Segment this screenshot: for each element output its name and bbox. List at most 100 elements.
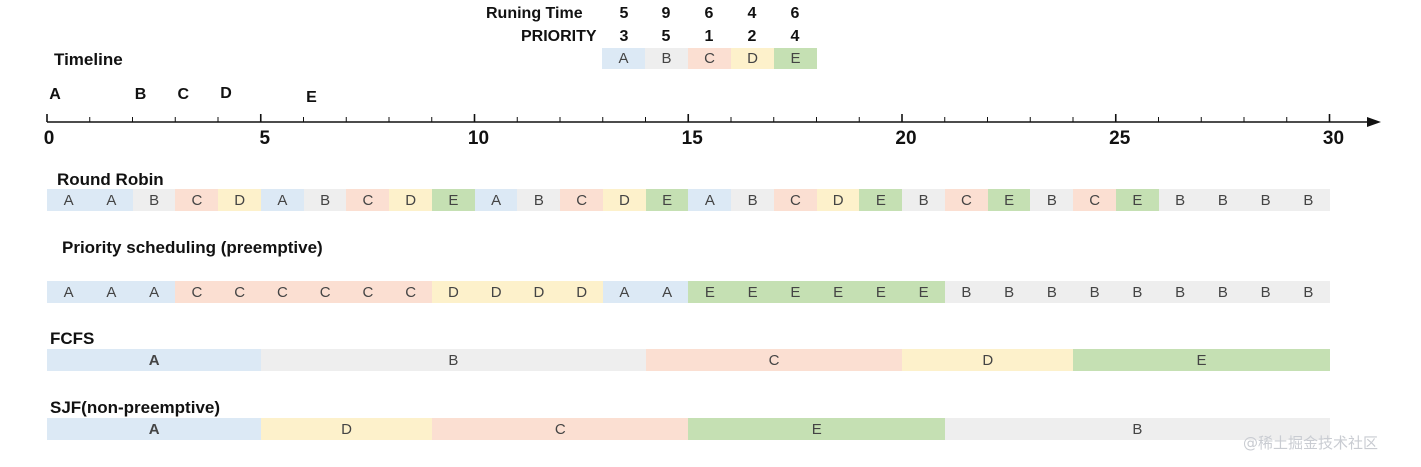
tick-label: 0 (43, 128, 55, 149)
running-time-value: 6 (704, 5, 714, 22)
slot-cell: E (688, 281, 732, 303)
slot-cell: E (773, 281, 817, 303)
process-legend-cell: D (731, 48, 774, 69)
running-time-value: 5 (619, 5, 629, 22)
arrival-label: B (134, 86, 147, 103)
slot-cell: B (1030, 281, 1074, 303)
running-time-value: 4 (747, 5, 757, 22)
segment-cell: D (902, 349, 1074, 371)
slot-cell: A (89, 189, 133, 211)
slot-cell: A (89, 281, 133, 303)
slot-cell: B (1073, 281, 1117, 303)
priority-value: 1 (704, 28, 714, 45)
process-legend-cell: B (645, 48, 688, 69)
tick-label: 5 (259, 128, 271, 149)
slot-cell: A (47, 189, 91, 211)
slot-cell: C (175, 281, 219, 303)
process-legend-cell: C (688, 48, 731, 69)
timeline-axis (46, 114, 1381, 127)
slot-cell: E (987, 189, 1031, 211)
slot-cell: E (1115, 189, 1159, 211)
arrival-label: C (177, 86, 190, 103)
slot-cell: B (1286, 189, 1330, 211)
slot-cell: B (1115, 281, 1159, 303)
priority-label: PRIORITY (521, 28, 597, 45)
watermark: @稀土掘金技术社区 (1243, 434, 1379, 452)
slot-cell: C (303, 281, 347, 303)
slot-cell: A (602, 281, 646, 303)
ps-title: Priority scheduling (preemptive) (62, 238, 323, 257)
process-legend-cell: A (602, 48, 645, 69)
slot-cell: D (474, 281, 518, 303)
slot-cell: D (431, 281, 475, 303)
slot-cell: C (1073, 189, 1117, 211)
slot-cell: C (944, 189, 988, 211)
priority-value: 3 (619, 28, 629, 45)
slot-cell: E (902, 281, 946, 303)
axis-arrowhead (1367, 117, 1381, 127)
running-time-value: 6 (790, 5, 800, 22)
slot-cell: C (346, 189, 390, 211)
priority-value: 2 (747, 28, 757, 45)
running-time-label: Runing Time (486, 5, 583, 22)
slot-cell: A (645, 281, 689, 303)
segment-cell: C (431, 418, 689, 440)
slot-cell: E (645, 189, 689, 211)
arrival-label: A (49, 86, 61, 103)
segment-cell: B (260, 349, 646, 371)
slot-cell: E (731, 281, 775, 303)
axis-ticks (46, 114, 1331, 122)
slot-cell: B (987, 281, 1031, 303)
tick-label: 30 (1322, 128, 1345, 149)
slot-cell: C (346, 281, 390, 303)
slot-cell: B (517, 189, 561, 211)
slot-cell: D (560, 281, 604, 303)
slot-cell: B (1030, 189, 1074, 211)
slot-cell: B (1201, 189, 1245, 211)
tick-label: 10 (467, 128, 490, 149)
slot-cell: C (260, 281, 304, 303)
slot-cell: A (132, 281, 176, 303)
timeline-title: Timeline (54, 50, 123, 69)
segment-cell: A (47, 349, 262, 371)
fcfs-title: FCFS (50, 329, 95, 348)
slot-cell: A (260, 189, 304, 211)
segment-cell: E (688, 418, 946, 440)
slot-cell: B (1158, 281, 1202, 303)
slot-cell: E (859, 281, 903, 303)
slot-cell: B (902, 189, 946, 211)
process-legend-cell: E (774, 48, 817, 69)
running-time-value: 9 (661, 5, 671, 22)
segment-cell: B (944, 418, 1330, 440)
slot-cell: D (816, 189, 860, 211)
slot-cell: B (1286, 281, 1330, 303)
slot-cell: A (688, 189, 732, 211)
arrival-label: D (220, 85, 232, 102)
slot-cell: D (389, 189, 433, 211)
slot-cell: E (816, 281, 860, 303)
slot-cell: D (218, 189, 262, 211)
slot-cell: B (303, 189, 347, 211)
slot-cell: B (1244, 281, 1288, 303)
segment-cell: C (645, 349, 903, 371)
slot-cell: E (431, 189, 475, 211)
slot-cell: B (1244, 189, 1288, 211)
slot-cell: C (175, 189, 219, 211)
slot-cell: B (944, 281, 988, 303)
sjf-title: SJF(non-preemptive) (50, 398, 221, 417)
slot-cell: C (218, 281, 262, 303)
slot-cell: B (132, 189, 176, 211)
tick-label: 25 (1109, 128, 1131, 149)
slot-cell: B (731, 189, 775, 211)
slot-cell: C (389, 281, 433, 303)
slot-cell: A (47, 281, 91, 303)
slot-cell: A (474, 189, 518, 211)
slot-cell: D (517, 281, 561, 303)
tick-label: 20 (895, 128, 917, 149)
slot-cell: C (560, 189, 604, 211)
tick-label: 15 (681, 128, 703, 149)
segment-cell: A (47, 418, 262, 440)
arrival-label: E (306, 89, 317, 106)
slot-cell: C (773, 189, 817, 211)
